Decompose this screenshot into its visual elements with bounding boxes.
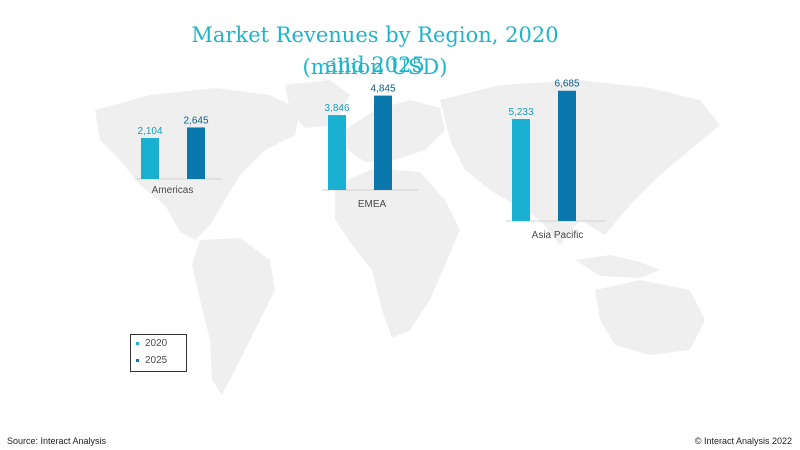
- data-label-emea-2025: 4,845: [370, 84, 395, 95]
- legend-swatch-2025: [136, 359, 139, 362]
- chart-title-line2: (million USD): [302, 55, 448, 79]
- legend-item-2025: 2025: [131, 352, 186, 369]
- data-label-americas-2020: 2,104: [137, 126, 162, 137]
- legend-label-2020: 2020: [145, 338, 168, 349]
- bar-emea-2020: [328, 115, 346, 190]
- category-label-americas: Americas: [152, 185, 194, 196]
- data-label-emea-2020: 3,846: [324, 103, 349, 114]
- copyright-note: © Interact Analysis 2022: [694, 436, 792, 446]
- chart-legend: 2020 2025: [130, 334, 187, 372]
- data-label-asia-pacific-2025: 6,685: [554, 79, 579, 90]
- bar-asia-pacific-2020: [512, 119, 530, 221]
- legend-label-2025: 2025: [145, 355, 168, 366]
- source-note: Source: Interact Analysis: [7, 436, 107, 446]
- bar-emea-2025: [374, 95, 392, 190]
- category-label-emea: EMEA: [358, 199, 387, 210]
- bar-americas-2020: [141, 138, 159, 179]
- bar-americas-2025: [187, 127, 205, 179]
- category-label-asia-pacific: Asia Pacific: [532, 230, 584, 241]
- data-label-americas-2025: 2,645: [183, 115, 208, 126]
- chart-title-line1: Market Revenues by Region, 2020 and 2025: [191, 23, 559, 77]
- legend-swatch-2020: [136, 342, 139, 345]
- bar-asia-pacific-2025: [558, 90, 576, 221]
- legend-item-2020: 2020: [131, 335, 186, 352]
- data-label-asia-pacific-2020: 5,233: [508, 107, 533, 118]
